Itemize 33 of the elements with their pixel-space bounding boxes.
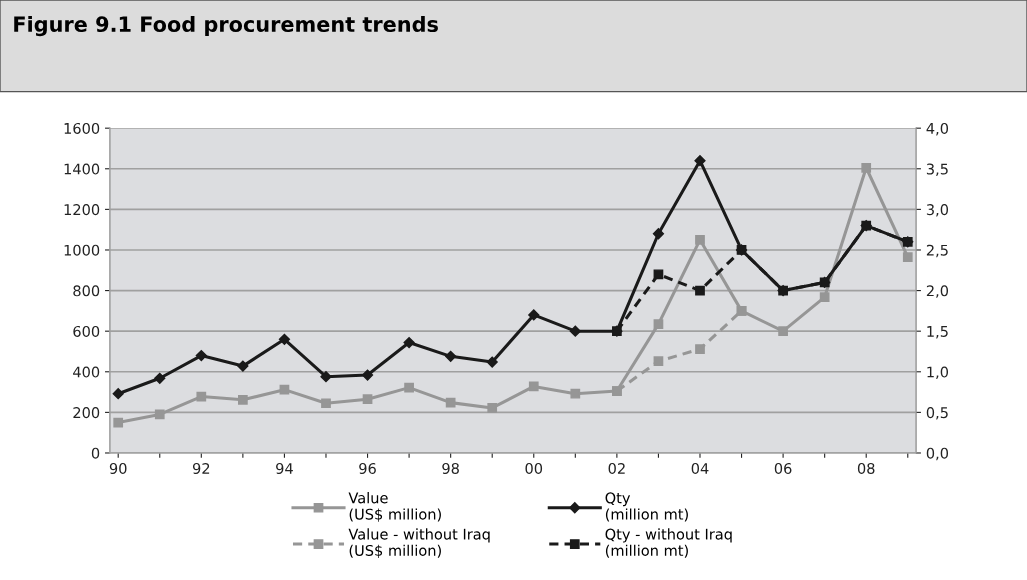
x-tick-label: 02 <box>608 462 625 474</box>
legend-label: Value (US$ million) <box>348 492 441 522</box>
y-tick-label: 1600 <box>64 122 100 134</box>
y2-tick-label: 1,0 <box>927 366 949 380</box>
y-tick-label: 400 <box>73 366 100 378</box>
x-tick-label: 08 <box>857 462 875 474</box>
y2-tick-label: 0,0 <box>926 447 949 461</box>
y-tick-label: 600 <box>73 325 100 337</box>
y-tick-label: 0 <box>91 447 100 459</box>
x-tick-label: 96 <box>359 462 376 474</box>
y2-tick-label: 4,0 <box>926 122 949 136</box>
y2-tick-label: 3,5 <box>926 163 948 177</box>
x-tick-label: 90 <box>109 462 127 474</box>
y-tick-label: 1200 <box>64 204 100 216</box>
x-tick-label: 06 <box>774 462 792 474</box>
legend-label: Qty - without Iraq (million mt) <box>605 528 732 558</box>
legend-label: Qty (million mt) <box>605 492 688 522</box>
x-tick-label: 98 <box>442 462 459 474</box>
y2-tick-label: 2,0 <box>926 285 949 298</box>
y-tick-label: 1400 <box>64 163 100 175</box>
y-tick-label: 1000 <box>64 244 100 256</box>
y-tick-label: 800 <box>73 285 100 297</box>
legend-label: Value - without Iraq (US$ million) <box>348 528 490 558</box>
y2-tick-label: 3,0 <box>926 204 949 217</box>
x-tick-label: 00 <box>525 462 543 474</box>
y2-tick-label: 1,5 <box>927 326 948 339</box>
x-tick-label: 04 <box>691 462 709 474</box>
x-tick-label: 92 <box>192 462 210 474</box>
y2-tick-label: 0,5 <box>926 407 948 420</box>
chart-title: Figure 9.1 Food procurement trends <box>14 15 438 37</box>
y-tick-label: 200 <box>73 407 100 419</box>
y2-tick-label: 2,5 <box>926 244 948 258</box>
x-tick-label: 94 <box>276 462 293 474</box>
